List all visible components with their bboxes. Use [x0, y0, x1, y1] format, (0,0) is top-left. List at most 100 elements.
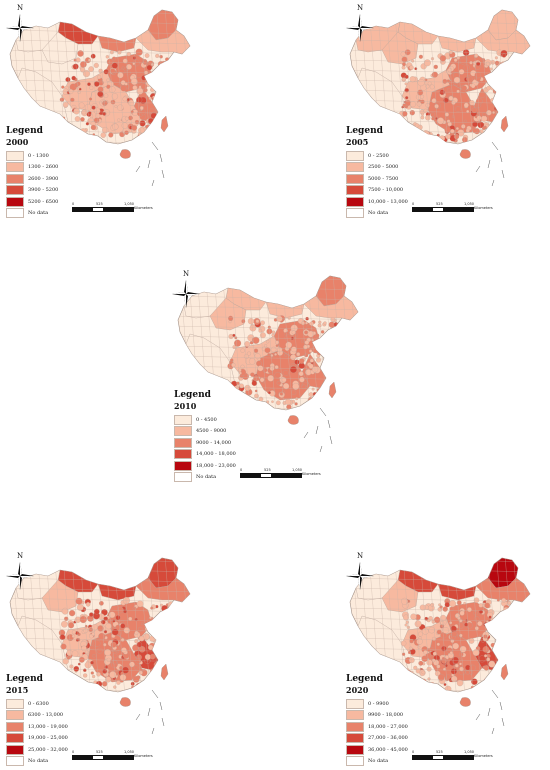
county-unit — [420, 112, 425, 116]
county-unit — [407, 651, 411, 655]
county-unit — [429, 84, 435, 90]
county-unit — [156, 633, 161, 638]
county-unit — [93, 639, 101, 647]
legend-entry: 18,000 - 27,000 — [346, 721, 436, 733]
county-unit — [308, 363, 314, 369]
county-unit — [132, 606, 137, 611]
county-unit — [484, 137, 488, 141]
taiwan-island — [328, 381, 337, 399]
county-unit — [165, 655, 169, 659]
county-unit — [330, 345, 335, 350]
county-unit — [499, 108, 506, 116]
county-unit — [418, 54, 423, 59]
county-unit — [62, 101, 69, 108]
north-arrow: N — [6, 4, 36, 46]
county-unit — [157, 102, 164, 109]
county-unit — [509, 677, 514, 682]
legend-entry-no-data: No data — [6, 208, 96, 220]
map-panel-2010: N Legend 2010 0 - 4500 4500 - 9000 9000 - 14,… — [170, 268, 370, 483]
county-unit — [451, 631, 458, 637]
county-unit — [111, 93, 119, 100]
county-unit — [252, 336, 260, 344]
scale-tick-label: 0 — [240, 468, 243, 472]
county-unit — [447, 67, 452, 73]
scale-tick-label: 525 — [264, 468, 271, 472]
legend-year: 2015 — [6, 685, 29, 695]
county-unit — [88, 66, 94, 72]
legend-swatch — [6, 698, 24, 709]
county-unit — [326, 385, 329, 388]
county-unit — [287, 316, 291, 320]
legend-range-label: 3900 - 5200 — [28, 187, 59, 194]
county-unit — [504, 633, 511, 641]
county-unit — [304, 330, 309, 335]
legend-entry: 13,000 - 19,000 — [6, 721, 96, 733]
county-unit — [282, 382, 290, 390]
county-unit — [109, 68, 116, 74]
county-unit — [332, 403, 338, 409]
legend: Legend 2020 0 - 9900 9900 - 18,000 18,000 - … — [346, 674, 436, 767]
county-unit — [492, 671, 498, 677]
county-unit — [496, 598, 500, 602]
county-unit — [299, 376, 305, 383]
county-unit — [409, 76, 416, 83]
county-unit — [290, 389, 297, 396]
county-unit — [83, 673, 88, 678]
map-panel-2015: N Legend 2015 0 - 6300 6300 - 13,000 13,000 -… — [2, 550, 202, 767]
county-unit — [400, 640, 407, 647]
legend-no-data-label: No data — [368, 758, 389, 765]
county-unit — [417, 89, 424, 96]
legend-swatch — [6, 710, 24, 721]
county-unit — [68, 609, 76, 617]
south-sea-islands — [135, 689, 165, 735]
county-unit — [320, 330, 325, 334]
county-unit — [114, 104, 118, 108]
choropleth-map — [177, 275, 359, 453]
choropleth-map — [349, 9, 531, 187]
county-unit — [404, 82, 408, 86]
county-unit — [409, 65, 414, 70]
county-unit — [253, 348, 259, 353]
hainan-island — [119, 697, 131, 707]
county-unit — [459, 666, 464, 672]
county-unit — [486, 657, 491, 662]
county-unit — [427, 81, 432, 86]
county-unit — [334, 334, 339, 340]
county-unit — [499, 66, 503, 70]
county-unit — [62, 116, 66, 120]
county-unit — [147, 118, 155, 125]
county-unit — [423, 108, 428, 114]
county-unit — [112, 56, 117, 61]
county-unit — [459, 633, 463, 638]
county-unit — [464, 622, 469, 627]
county-unit — [305, 321, 308, 325]
county-unit — [152, 627, 157, 631]
county-unit — [505, 657, 510, 662]
county-unit — [248, 358, 256, 365]
county-unit — [120, 619, 124, 623]
legend-swatch — [346, 173, 364, 184]
county-unit — [294, 359, 300, 365]
legend-entry: 9900 - 18,000 — [346, 710, 436, 722]
county-unit — [124, 130, 129, 135]
county-unit — [112, 653, 118, 659]
county-unit — [453, 76, 461, 84]
county-unit — [436, 664, 441, 669]
scale-tick-label: 1,050 — [124, 202, 135, 206]
legend-swatch — [346, 208, 364, 219]
county-unit — [117, 72, 124, 79]
county-unit — [414, 620, 422, 628]
county-unit — [284, 353, 288, 357]
north-label: N — [357, 552, 364, 560]
legend-title: Legend — [174, 390, 211, 400]
county-unit — [402, 62, 406, 67]
legend-range-label: 6300 - 13,000 — [28, 712, 64, 719]
county-unit — [93, 608, 100, 615]
county-unit — [81, 645, 87, 652]
legend-entry: 18,000 - 23,000 — [174, 460, 264, 472]
county-unit — [101, 619, 106, 625]
county-unit — [500, 93, 507, 99]
county-unit — [489, 84, 497, 91]
county-unit — [315, 333, 320, 338]
legend-swatch — [174, 437, 192, 448]
